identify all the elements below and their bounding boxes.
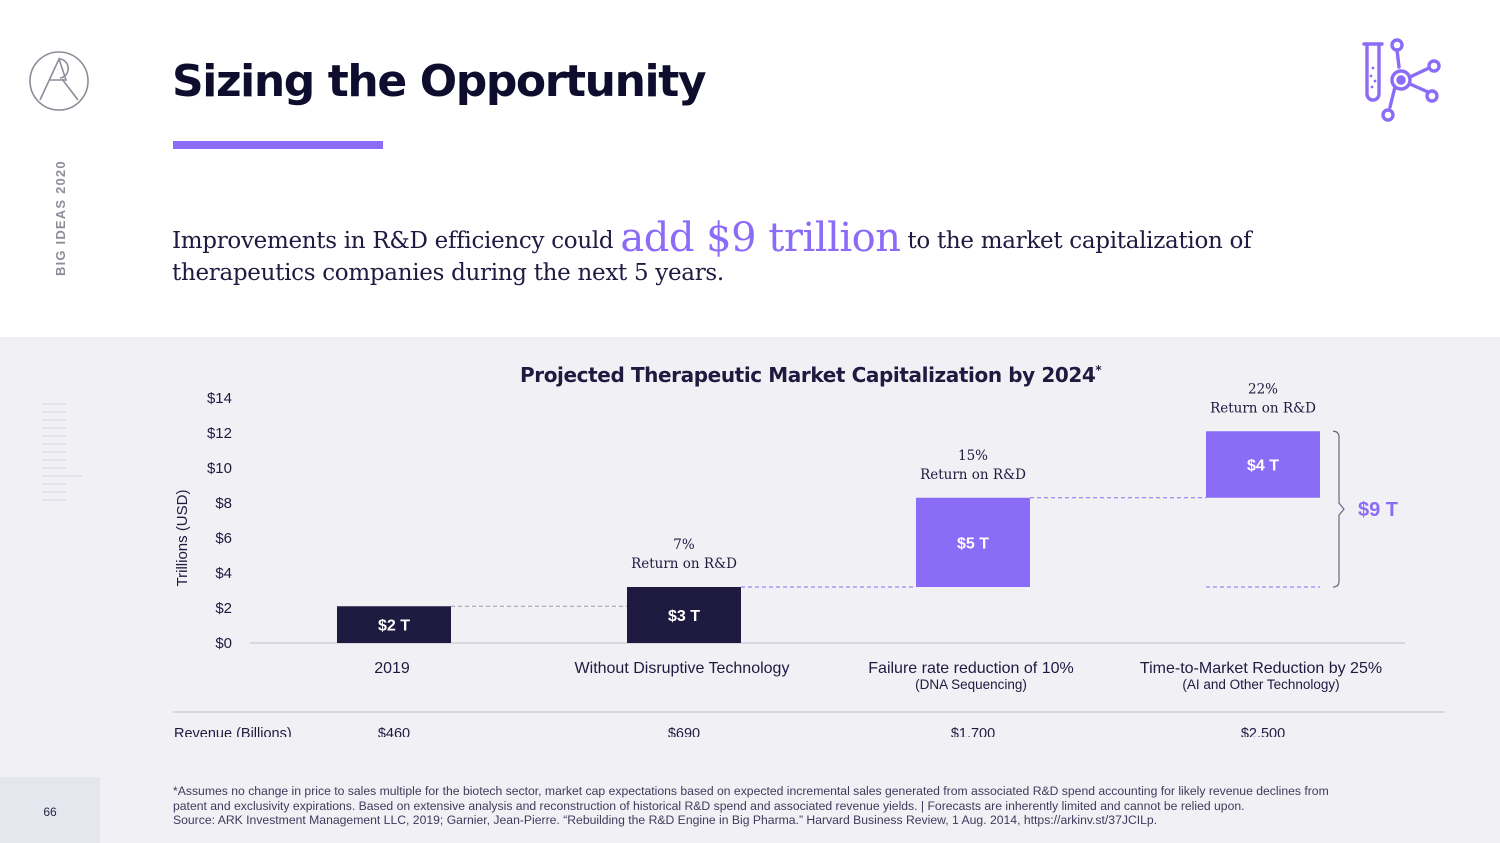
revenue-value: $690 [668,726,700,737]
x-category-label: Time-to-Market Reduction by 25% [1140,660,1382,677]
x-category-label: Without Disruptive Technology [575,660,790,677]
bar-value-label: $5 T [957,535,989,552]
footnote: *Assumes no change in price to sales mul… [173,784,1463,828]
subtitle-emphasis: add $9 trillion [620,215,901,261]
subtitle: Improvements in R&D efficiency could add… [172,218,1332,289]
revenue-value: $2,500 [1241,726,1285,737]
chart-panel [0,337,1500,843]
chart-title: Projected Therapeutic Market Capitalizat… [520,363,1102,387]
flask-network-icon [1362,38,1441,122]
x-category-sublabel: (AI and Other Technology) [1182,677,1339,692]
bar-annotation-label: Return on R&D [1210,400,1316,416]
side-label: BIG IDEAS 2020 [53,160,68,276]
total-bracket [1332,430,1345,588]
bar-annotation-percent: 22% [1248,381,1278,397]
subtitle-tail: to the market capitalization of therapeu… [172,228,1252,286]
y-tick-label: $14 [207,390,232,407]
revenue-row-label: Revenue (Billions) [174,726,292,737]
y-tick-label: $8 [215,495,232,512]
chart-title-marker: * [1095,363,1102,377]
subtitle-lead: Improvements in R&D efficiency could [172,228,621,254]
logo-icon [29,51,89,111]
bar [337,606,451,643]
page-number: 66 [43,805,57,819]
bar-annotation-percent: 7% [673,537,695,553]
page-number-box [0,777,100,843]
x-category-sublabel: (DNA Sequencing) [915,677,1027,692]
bar-annotation-label: Return on R&D [631,556,737,572]
y-tick-label: $6 [215,530,232,547]
x-category-label: Failure rate reduction of 10% [868,660,1073,677]
market-cap-chart: Projected Therapeutic Market Capitalizat… [173,363,1445,737]
total-bracket-label: $9 T [1358,499,1398,521]
y-tick-label: $4 [215,565,232,582]
footnote-source: Source: ARK Investment Management LLC, 2… [173,813,1158,827]
footnote-line-2: patent and exclusivity expirations. Base… [173,798,1245,813]
bar-annotation-label: Return on R&D [920,467,1026,483]
x-category-label: 2019 [374,660,410,677]
bar-value-label: $2 T [378,618,410,635]
header-panel [0,0,1500,337]
y-tick-label: $10 [207,460,232,477]
bar [916,497,1030,587]
bar [1206,431,1320,498]
bar-value-label: $4 T [1247,458,1279,475]
bar-value-label: $3 T [668,608,700,625]
y-tick-label: $2 [215,600,232,617]
title-underline [173,141,383,149]
footnote-line-1: *Assumes no change in price to sales mul… [173,784,1329,798]
bar-annotation-percent: 15% [958,448,988,464]
page-title: Sizing the Opportunity [172,56,707,107]
bar [627,587,741,643]
decorative-lines [42,403,82,501]
revenue-value: $460 [378,726,410,737]
y-axis-label: Trillions (USD) [174,490,191,587]
revenue-value: $1,700 [951,726,995,737]
y-tick-label: $12 [207,425,232,442]
y-tick-label: $0 [215,635,232,652]
side-label-text: BIG IDEAS 2020 [53,160,68,276]
